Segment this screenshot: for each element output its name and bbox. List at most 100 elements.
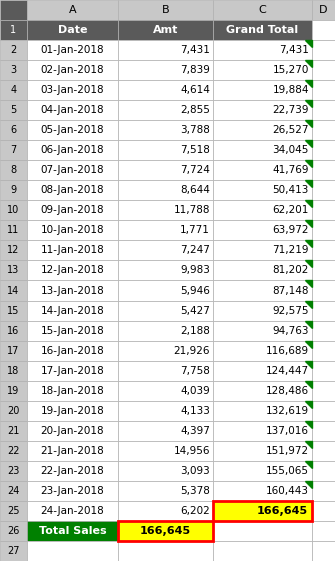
Bar	[118, 20, 213, 40]
Bar	[27, 381, 118, 401]
Text: 21,926: 21,926	[174, 346, 210, 356]
Bar	[312, 200, 335, 220]
Text: 3: 3	[10, 65, 16, 75]
Bar	[0, 80, 27, 100]
Bar	[312, 541, 335, 561]
Text: D: D	[319, 5, 328, 15]
Bar	[118, 40, 213, 60]
Bar	[213, 20, 312, 40]
Bar	[118, 521, 213, 541]
Text: 166,645: 166,645	[257, 506, 308, 516]
Polygon shape	[305, 260, 312, 268]
Bar	[213, 320, 312, 341]
Text: 5,378: 5,378	[180, 486, 210, 496]
Bar	[0, 20, 27, 40]
Text: 19-Jan-2018: 19-Jan-2018	[41, 406, 105, 416]
Polygon shape	[305, 140, 312, 147]
Polygon shape	[305, 361, 312, 367]
Text: 160,443: 160,443	[266, 486, 309, 496]
Bar	[0, 361, 27, 381]
Polygon shape	[305, 40, 312, 47]
Text: 25: 25	[7, 506, 20, 516]
Text: 24-Jan-2018: 24-Jan-2018	[41, 506, 105, 516]
Text: 4: 4	[10, 85, 16, 95]
Text: 151,972: 151,972	[266, 446, 309, 456]
Bar	[118, 140, 213, 160]
Bar	[27, 320, 118, 341]
Bar	[213, 501, 312, 521]
Bar	[118, 241, 213, 260]
Text: 18: 18	[7, 366, 20, 376]
Bar	[118, 120, 213, 140]
Bar	[312, 421, 335, 441]
Text: 11,788: 11,788	[174, 205, 210, 215]
Bar	[0, 0, 27, 20]
Text: 7,724: 7,724	[180, 165, 210, 175]
Text: 03-Jan-2018: 03-Jan-2018	[41, 85, 104, 95]
Bar	[0, 100, 27, 120]
Polygon shape	[305, 421, 312, 427]
Bar	[27, 441, 118, 461]
Text: 116,689: 116,689	[266, 346, 309, 356]
Text: B: B	[162, 5, 169, 15]
Text: 15,270: 15,270	[273, 65, 309, 75]
Bar	[312, 20, 335, 40]
Bar	[27, 180, 118, 200]
Text: 13-Jan-2018: 13-Jan-2018	[41, 286, 105, 296]
Text: 132,619: 132,619	[266, 406, 309, 416]
Bar	[312, 320, 335, 341]
Bar	[0, 541, 27, 561]
Bar	[213, 341, 312, 361]
Bar	[213, 441, 312, 461]
Bar	[27, 521, 118, 541]
Bar	[312, 280, 335, 301]
Bar	[312, 80, 335, 100]
Bar	[213, 0, 312, 20]
Text: 7,758: 7,758	[180, 366, 210, 376]
Text: 21-Jan-2018: 21-Jan-2018	[41, 446, 105, 456]
Polygon shape	[305, 280, 312, 287]
Text: 11: 11	[7, 226, 20, 236]
Text: 19: 19	[7, 385, 20, 396]
Bar	[118, 361, 213, 381]
Bar	[312, 501, 335, 521]
Bar	[118, 260, 213, 280]
Polygon shape	[305, 341, 312, 348]
Bar	[213, 241, 312, 260]
Text: 7,431: 7,431	[279, 45, 309, 55]
Bar	[0, 381, 27, 401]
Text: 34,045: 34,045	[273, 145, 309, 155]
Text: 1,771: 1,771	[180, 226, 210, 236]
Bar	[118, 381, 213, 401]
Text: 21: 21	[7, 426, 20, 436]
Bar	[27, 140, 118, 160]
Text: 7,518: 7,518	[180, 145, 210, 155]
Bar	[0, 401, 27, 421]
Bar	[312, 120, 335, 140]
Text: Total Sales: Total Sales	[39, 526, 106, 536]
Text: 16: 16	[7, 325, 20, 335]
Bar	[0, 521, 27, 541]
Text: 8,644: 8,644	[180, 185, 210, 195]
Text: 4,614: 4,614	[180, 85, 210, 95]
Bar	[27, 341, 118, 361]
Text: 9,983: 9,983	[180, 265, 210, 275]
Text: 19,884: 19,884	[272, 85, 309, 95]
Bar	[118, 541, 213, 561]
Text: 09-Jan-2018: 09-Jan-2018	[41, 205, 104, 215]
Polygon shape	[305, 241, 312, 247]
Text: 124,447: 124,447	[266, 366, 309, 376]
Text: 4,039: 4,039	[180, 385, 210, 396]
Polygon shape	[305, 461, 312, 468]
Text: 22,739: 22,739	[272, 105, 309, 115]
Bar	[312, 60, 335, 80]
Bar	[213, 120, 312, 140]
Text: 27: 27	[7, 546, 20, 556]
Text: 04-Jan-2018: 04-Jan-2018	[41, 105, 104, 115]
Bar	[0, 260, 27, 280]
Text: 71,219: 71,219	[272, 245, 309, 255]
Text: 6: 6	[10, 125, 16, 135]
Bar	[213, 381, 312, 401]
Polygon shape	[305, 160, 312, 167]
Bar	[27, 401, 118, 421]
